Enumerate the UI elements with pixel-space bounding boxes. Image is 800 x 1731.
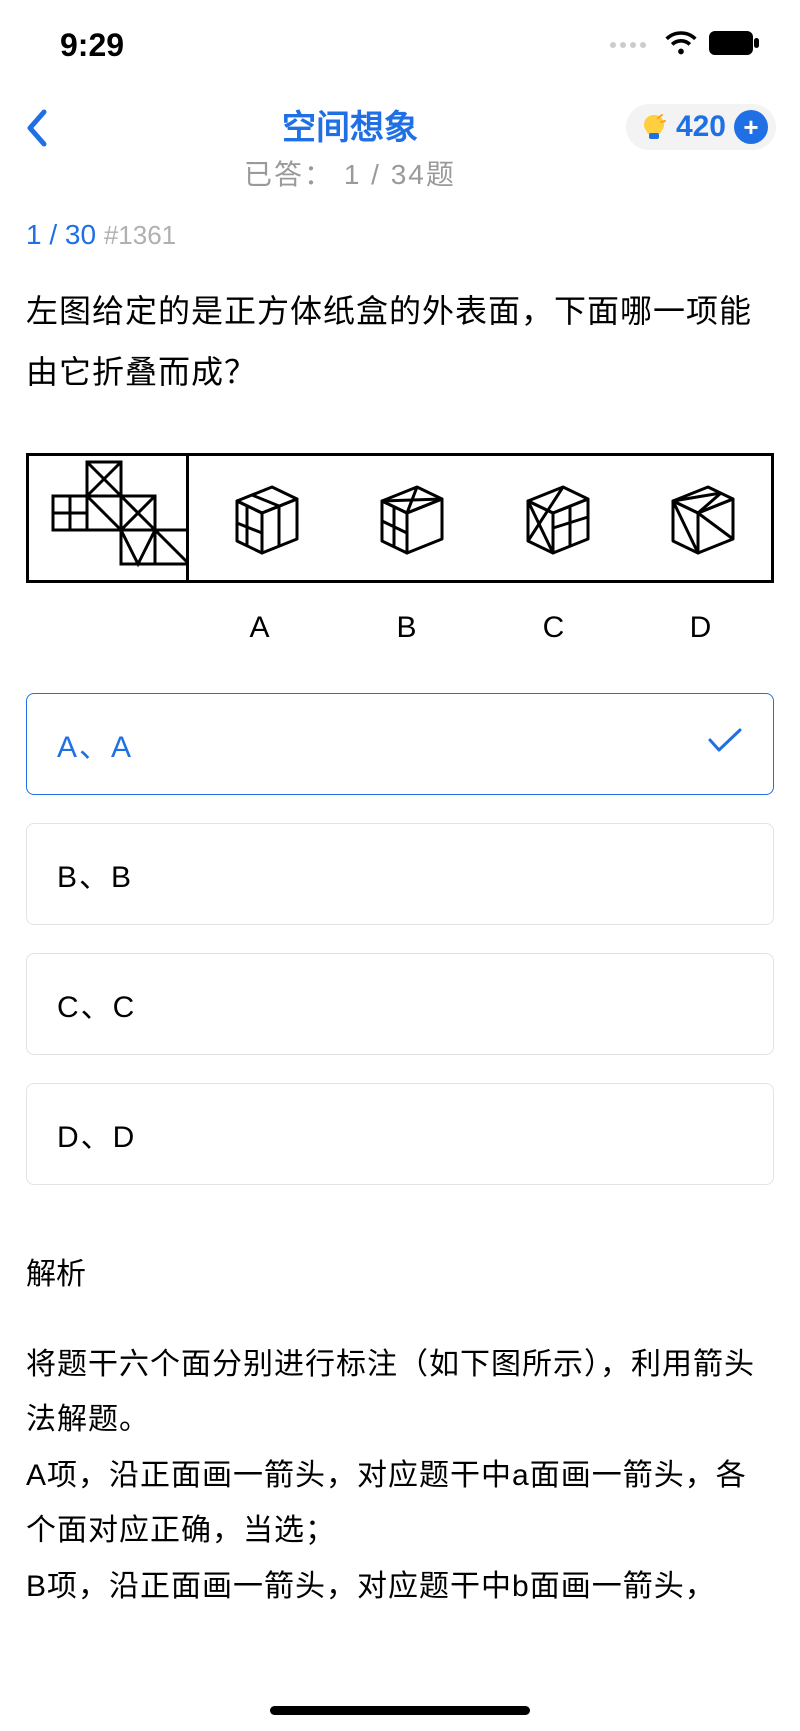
home-indicator[interactable]: [270, 1706, 530, 1715]
question-text: 左图给定的是正方体纸盒的外表面，下面哪一项能由它折叠而成？: [0, 281, 800, 403]
option-label: D、D: [57, 1112, 136, 1156]
diagram-labels: A B C D: [0, 603, 800, 645]
diagram-label-c: C: [480, 611, 627, 645]
cube-b-icon: [362, 473, 452, 563]
bulb-icon: [640, 113, 668, 141]
nav-center: 空间想象 已答： 1 / 34题: [74, 100, 626, 193]
page-title: 空间想象: [74, 100, 626, 149]
diagram-label-b: B: [333, 611, 480, 645]
signal-dots-icon: [610, 42, 646, 48]
question-diagram: [26, 453, 774, 583]
diagram-options: [189, 456, 771, 580]
add-points-button[interactable]: +: [734, 110, 768, 144]
diagram-net: [29, 456, 189, 580]
wifi-icon: [664, 26, 698, 65]
points-pill[interactable]: 420 +: [626, 104, 776, 150]
cube-a-icon: [217, 473, 307, 563]
status-bar: 9:29: [0, 0, 800, 90]
check-icon: [707, 726, 743, 762]
analysis-body: 将题干六个面分别进行标注（如下图所示），利用箭头法解题。A项，沿正面画一箭头，对…: [26, 1337, 774, 1615]
progress-line: 1 / 30 #1361: [0, 213, 800, 281]
status-right: [610, 26, 760, 65]
page-subtitle: 已答： 1 / 34题: [74, 153, 626, 193]
cube-c-icon: [508, 473, 598, 563]
option-label: A、A: [57, 722, 133, 766]
option-a[interactable]: A、A: [26, 693, 774, 795]
question-id: #1361: [104, 220, 176, 250]
points-value: 420: [676, 110, 726, 144]
option-label: C、C: [57, 982, 136, 1026]
cube-d-icon: [653, 473, 743, 563]
diagram-label-d: D: [627, 611, 774, 645]
option-label: B、B: [57, 852, 133, 896]
back-button[interactable]: [24, 100, 74, 153]
nav-header: 空间想象 已答： 1 / 34题 420 +: [0, 90, 800, 213]
option-b[interactable]: B、B: [26, 823, 774, 925]
analysis-section: 解析 将题干六个面分别进行标注（如下图所示），利用箭头法解题。A项，沿正面画一箭…: [0, 1213, 800, 1615]
status-time: 9:29: [60, 27, 124, 64]
progress-number: 1 / 30: [26, 219, 96, 250]
option-d[interactable]: D、D: [26, 1083, 774, 1185]
analysis-title: 解析: [26, 1249, 774, 1293]
diagram-label-a: A: [186, 611, 333, 645]
option-c[interactable]: C、C: [26, 953, 774, 1055]
answer-options: A、A B、B C、C D、D: [0, 645, 800, 1185]
battery-icon: [708, 30, 760, 61]
